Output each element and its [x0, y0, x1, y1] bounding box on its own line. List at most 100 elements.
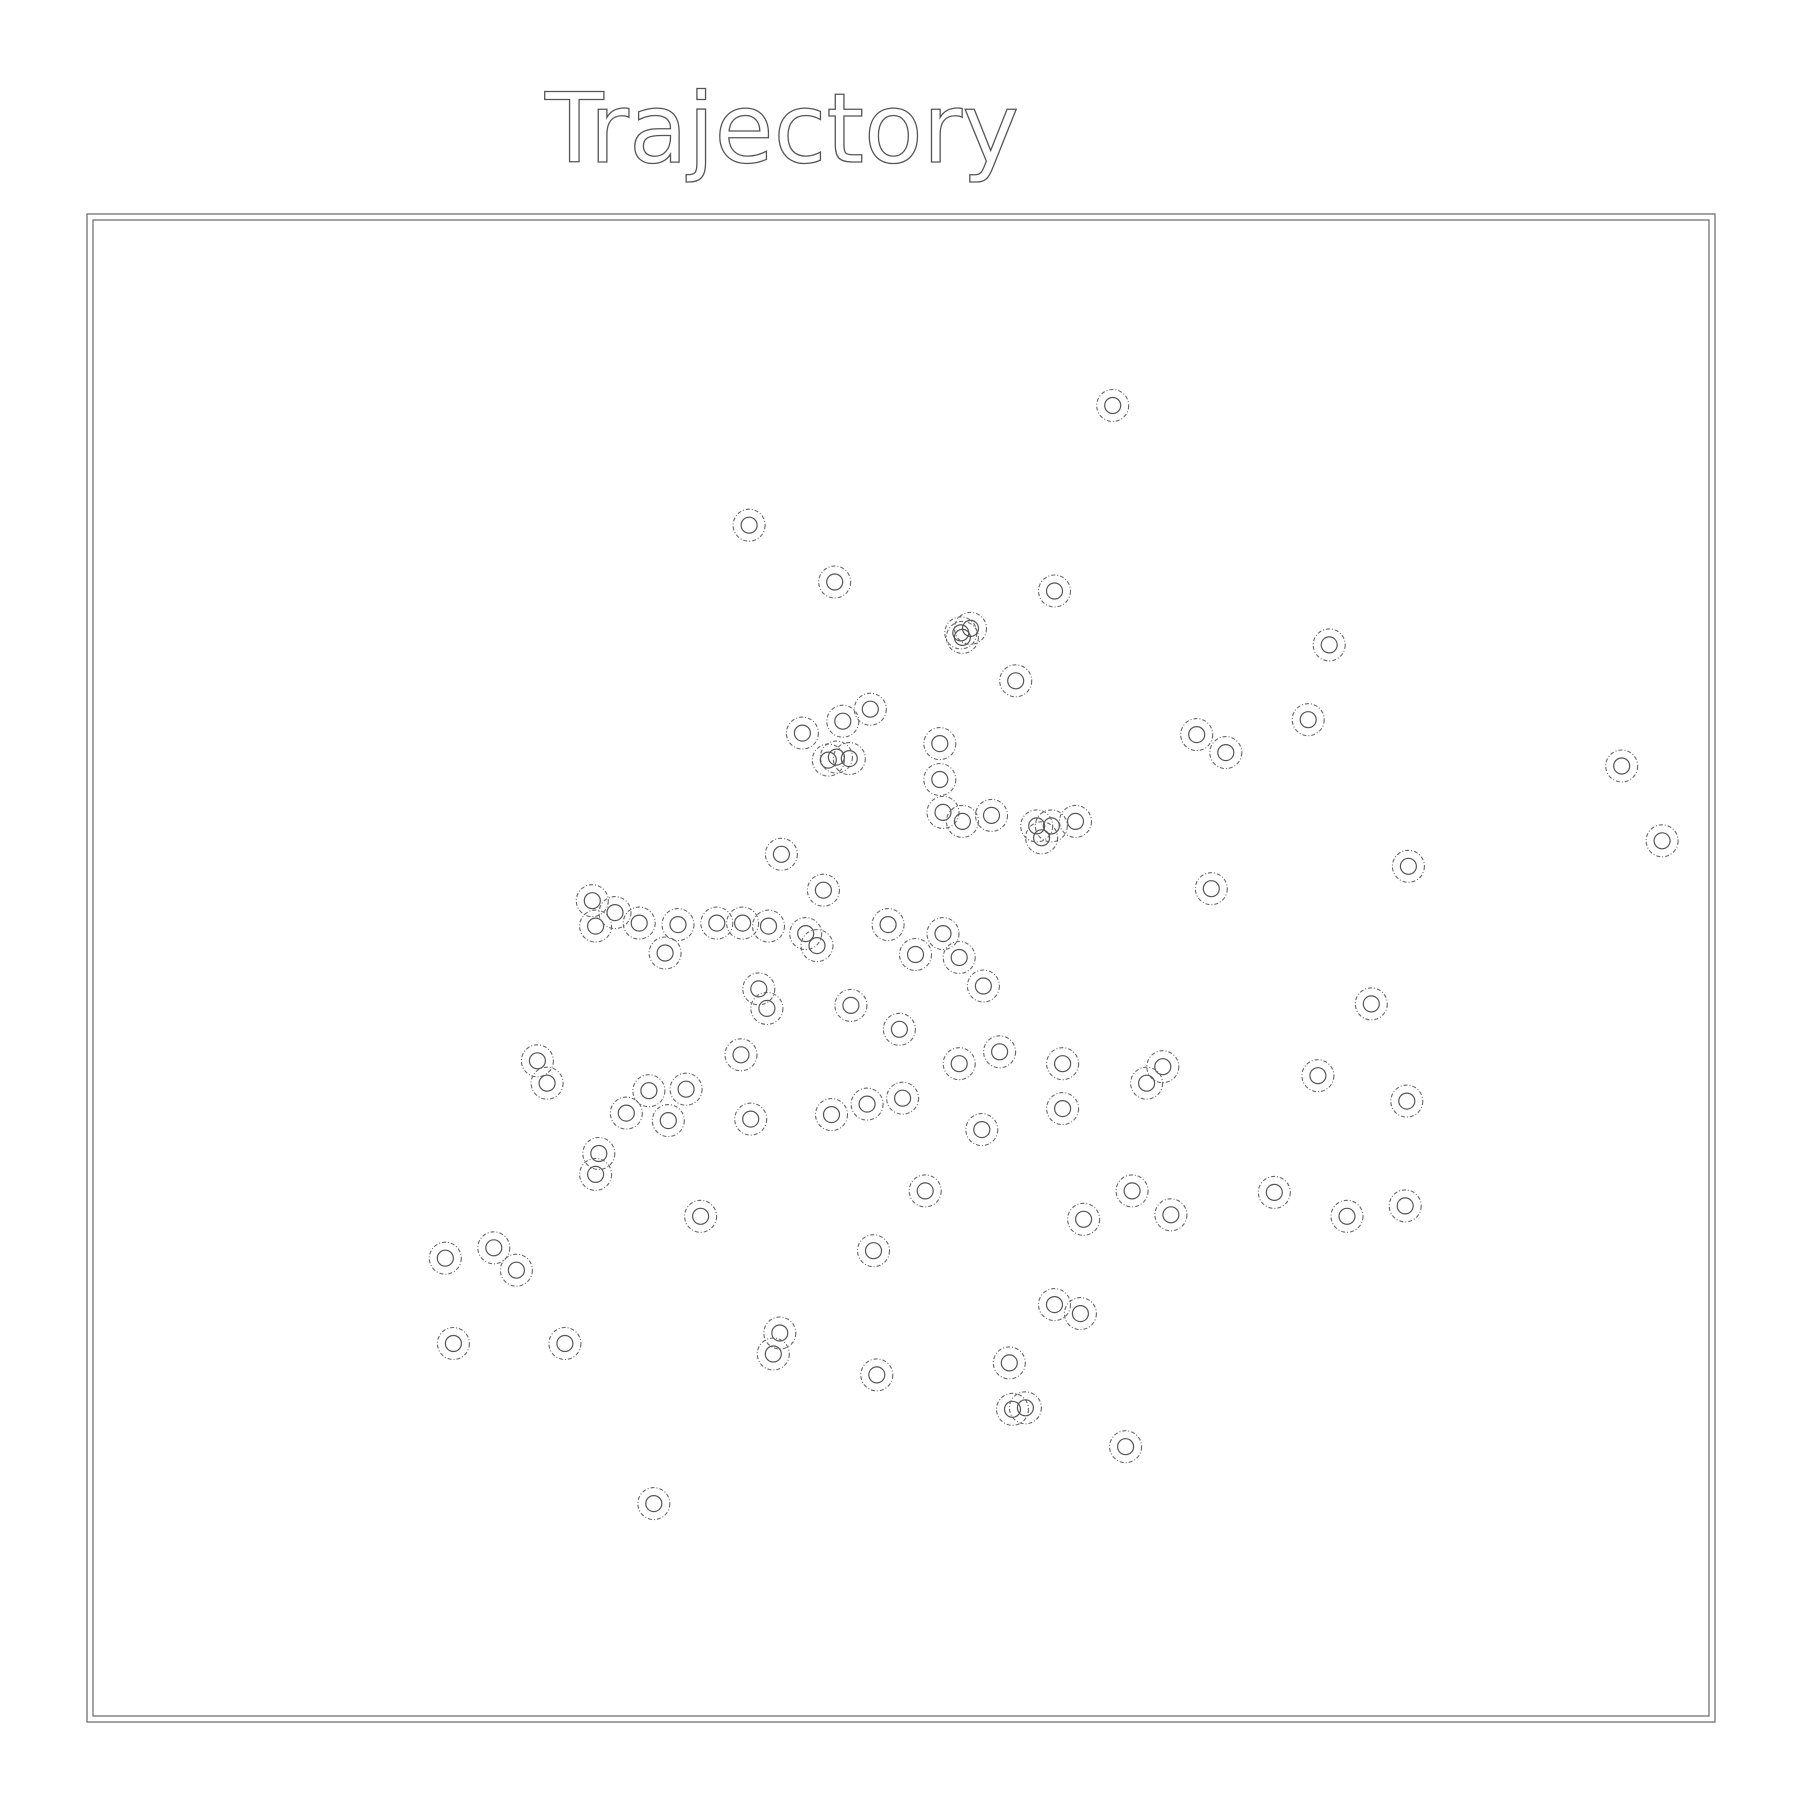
scatter-point-core: [485, 1239, 503, 1257]
scatter-point-core: [1162, 1206, 1180, 1224]
scatter-point-marker: [923, 727, 957, 761]
scatter-point: [669, 1072, 703, 1106]
scatter-point: [871, 908, 905, 942]
scatter-point: [763, 1316, 797, 1350]
scatter-point-core: [906, 945, 925, 964]
scatter-point-marker: [945, 620, 979, 654]
scatter-point-core: [583, 892, 601, 910]
scatter-point-marker: [1034, 809, 1068, 843]
scatter-point-marker: [700, 906, 734, 940]
scatter-point-marker: [1008, 1391, 1042, 1425]
scatter-point-marker: [1109, 1430, 1143, 1464]
scatter-point-core: [953, 628, 972, 647]
scatter-point-marker: [1180, 718, 1214, 752]
scatter-point: [908, 1174, 942, 1208]
scatter-point-core: [1202, 880, 1220, 898]
scatter-point: [582, 1136, 616, 1171]
scatter-point-marker: [609, 1096, 643, 1130]
scatter-point-marker: [1025, 821, 1059, 855]
scatter-point: [1209, 736, 1243, 770]
scatter-point: [882, 1012, 916, 1046]
scatter-point-core: [973, 1120, 991, 1139]
scatter-point: [1063, 1297, 1097, 1331]
scatter-point-marker: [1058, 804, 1093, 838]
scatter-point-core: [1007, 672, 1025, 690]
scatter-point: [966, 969, 1000, 1003]
scatter-point-marker: [871, 908, 905, 942]
scatter-point: [834, 988, 868, 1022]
scatter-point-marker: [785, 716, 819, 750]
scatter-point: [1291, 703, 1325, 737]
scatter-points: [428, 388, 1679, 1521]
scatter-point: [637, 1487, 671, 1521]
scatter-point-core: [677, 1080, 695, 1098]
scatter-point-core: [974, 977, 993, 995]
scatter-point: [700, 906, 734, 940]
scatter-point: [1130, 1066, 1164, 1100]
scatter-point-marker: [669, 1072, 703, 1106]
scatter-point-core: [617, 1104, 635, 1122]
scatter-point: [1096, 388, 1130, 423]
scatter-point: [477, 1231, 511, 1265]
scatter-point: [800, 929, 834, 963]
scatter-point-core: [826, 573, 844, 591]
scatter-point-core: [1066, 812, 1085, 831]
scatter-point-marker: [860, 1358, 894, 1392]
chart-title: Trajectory: [544, 73, 1019, 185]
scatter-point: [756, 1337, 790, 1371]
scatter-point: [764, 837, 798, 871]
scatter-point-core: [669, 915, 687, 934]
scatter-point-core: [890, 1020, 909, 1038]
scatter-point-marker: [1312, 628, 1346, 662]
scatter-point-core: [656, 944, 674, 962]
scatter-point-marker: [926, 917, 960, 951]
scatter-point-marker: [983, 1035, 1017, 1069]
scatter-point: [1058, 804, 1093, 838]
scatter-point: [661, 908, 695, 942]
scatter-point: [1645, 824, 1679, 858]
scatter-point-marker: [856, 1234, 891, 1268]
scatter-point-marker: [1390, 1084, 1424, 1118]
scatter-point-core: [538, 1074, 556, 1092]
scatter-point-core: [586, 1165, 605, 1184]
scatter-point-marker: [1391, 849, 1425, 883]
scatter-point-marker: [995, 1392, 1030, 1426]
scatter-point-core: [1045, 1295, 1064, 1314]
scatter-point-marker: [530, 1066, 564, 1100]
scatter-point-core: [1042, 817, 1060, 835]
scatter-point: [651, 1104, 685, 1138]
scatter-point-marker: [789, 917, 823, 951]
scatter-point-core: [1362, 995, 1380, 1013]
plot-frame-inner: [92, 219, 1710, 1717]
scatter-point: [1301, 1059, 1335, 1093]
scatter-point: [575, 884, 609, 918]
scatter-point: [853, 692, 887, 726]
scatter-point-marker: [908, 1174, 942, 1208]
scatter-point-core: [586, 917, 605, 935]
scatter-point: [530, 1066, 564, 1100]
scatter-point-marker: [819, 740, 853, 774]
scatter-point-core: [879, 915, 897, 934]
scatter-point-core: [659, 1111, 677, 1130]
scatter-point-marker: [1257, 1175, 1291, 1209]
scatter-point-marker: [826, 704, 860, 738]
scatter-point: [1388, 1189, 1422, 1223]
scatter-point-core: [1071, 1304, 1090, 1323]
scatter-point-marker: [763, 1316, 797, 1350]
scatter-point: [1037, 574, 1072, 608]
scatter-point: [983, 1035, 1017, 1069]
scatter-point-core: [1016, 1399, 1035, 1417]
scatter-point-core: [759, 917, 778, 935]
scatter-point-marker: [1330, 1199, 1364, 1233]
scatter-point: [726, 906, 760, 940]
scatter-point: [1605, 749, 1639, 783]
scatter-point-core: [861, 700, 879, 718]
scatter-point-marker: [926, 795, 960, 829]
scatter-point: [724, 1038, 758, 1072]
scatter-point: [806, 873, 840, 907]
scatter-point-marker: [1096, 388, 1130, 423]
scatter-point: [814, 1098, 849, 1132]
scatter-point-core: [630, 914, 648, 932]
scatter-point: [923, 762, 957, 797]
